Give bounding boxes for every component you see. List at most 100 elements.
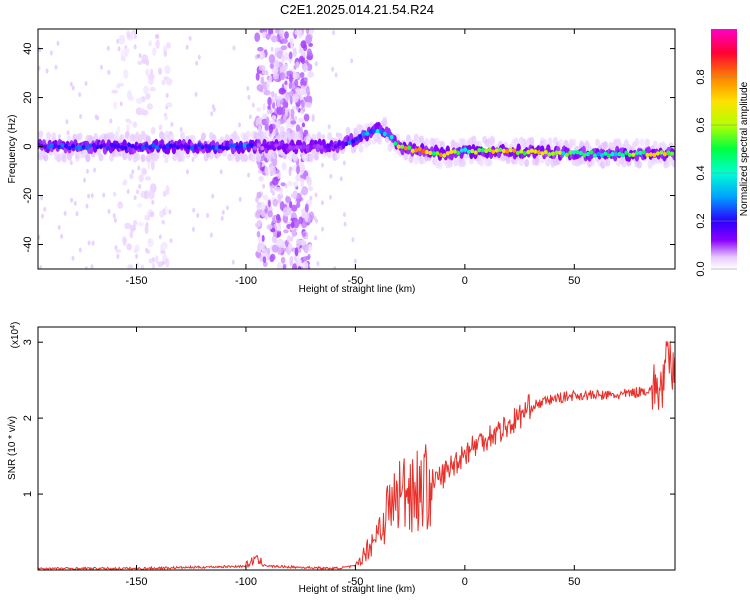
noise-band-blob — [112, 101, 118, 110]
noise-blob — [327, 124, 331, 130]
ridge-core — [214, 146, 219, 151]
ridge-core — [645, 152, 650, 158]
ridge-core — [592, 153, 597, 158]
ridge-core — [165, 143, 170, 148]
noise-band-blob — [285, 196, 291, 203]
noise-band-blob — [271, 115, 277, 121]
ridge-halo — [135, 152, 141, 161]
ridge-halo — [127, 153, 133, 162]
noise-band-blob — [164, 157, 169, 164]
noise-band-blob — [268, 54, 276, 64]
noise-band-blob — [294, 247, 299, 257]
noise-band-blob — [301, 100, 305, 108]
noise-band-blob — [274, 59, 280, 70]
ridge-halo — [169, 132, 175, 141]
noise-blob — [109, 118, 113, 124]
noise-band-blob — [292, 263, 297, 269]
ridge-core — [652, 152, 657, 158]
snr-xlabel: Height of straight line (km) — [299, 584, 416, 595]
snr-ticks: -150 -100 -50 0 50 1 2 3 — [22, 327, 675, 588]
ridge-core — [256, 143, 261, 148]
y-tick-label: 2 — [22, 415, 34, 421]
noise-band-blob — [256, 107, 262, 112]
ridge-core — [396, 144, 401, 149]
noise-band-blob — [305, 85, 310, 95]
noise-blob — [63, 210, 67, 216]
noise-band-blob — [275, 214, 281, 221]
noise-band-blob — [261, 235, 265, 242]
ridge-halo — [250, 154, 256, 163]
ridge-core — [190, 146, 195, 151]
ridge-core — [666, 150, 671, 155]
ridge-core — [459, 148, 464, 153]
noise-band-blob — [289, 255, 294, 266]
noise-blob — [197, 54, 201, 60]
noise-band-blob — [118, 34, 126, 45]
colorbar-tick-label: 0.4 — [695, 165, 707, 180]
noise-band-blob — [303, 77, 308, 82]
colorbar-tick-label: 0.0 — [695, 261, 707, 276]
ridge-core — [134, 145, 139, 150]
ridge-core — [389, 135, 394, 140]
noise-band-blob — [144, 176, 151, 181]
noise-blob — [212, 107, 216, 113]
noise-band-blob — [123, 179, 128, 186]
ridge-halo — [208, 151, 214, 160]
noise-blob — [79, 114, 83, 119]
noise-band-blob — [306, 48, 312, 56]
ridge-core — [361, 132, 366, 137]
noise-band-blob — [302, 261, 309, 269]
noise-band-blob — [288, 82, 293, 90]
ridge-core — [43, 144, 47, 149]
x-tick-label: -100 — [235, 275, 257, 287]
noise-band-blob — [165, 184, 170, 194]
noise-band-blob — [303, 244, 309, 254]
noise-blob — [87, 240, 91, 246]
ridge-halo — [313, 152, 319, 161]
noise-band-blob — [149, 211, 155, 218]
ridge-halo — [85, 153, 91, 162]
ridge-core — [305, 145, 310, 150]
ridge-core — [379, 129, 384, 134]
y-tick-label: 1 — [22, 491, 34, 497]
noise-blob — [314, 61, 318, 67]
ridge-halo — [245, 130, 251, 139]
noise-blob — [38, 65, 41, 71]
ridge-halo — [461, 159, 466, 167]
noise-band-blob — [157, 67, 163, 76]
ridge-core — [589, 150, 594, 155]
noise-band-blob — [260, 201, 266, 211]
noise-blob — [225, 205, 229, 211]
noise-blob — [138, 184, 142, 189]
noise-band-blob — [305, 255, 311, 261]
ridge-halo — [201, 132, 206, 141]
noise-band-blob — [133, 220, 138, 226]
ridge-halo — [358, 144, 364, 153]
noise-blob — [84, 266, 88, 269]
noise-band-blob — [265, 116, 270, 126]
noise-band-blob — [295, 238, 301, 249]
noise-band-blob — [292, 181, 299, 188]
noise-blob — [90, 193, 94, 199]
ridge-halo — [46, 131, 51, 140]
noise-band-blob — [279, 66, 286, 73]
noise-band-blob — [269, 165, 276, 176]
ridge-core — [344, 141, 349, 147]
ridge-halo — [437, 161, 443, 170]
ridge-halo — [98, 153, 104, 162]
noise-blob — [321, 134, 325, 140]
ridge-halo — [180, 131, 185, 140]
ridge-core — [529, 148, 534, 153]
noise-blob — [331, 66, 335, 72]
noise-band-blob — [141, 54, 149, 64]
ridge-core — [225, 146, 230, 151]
ridge-halo — [38, 130, 44, 139]
noise-band-blob — [274, 92, 278, 102]
noise-band-blob — [129, 173, 133, 180]
x-tick-label: -50 — [347, 576, 363, 588]
noise-band-blob — [148, 258, 154, 264]
ridge-core — [386, 132, 391, 138]
ridge-core — [470, 148, 475, 154]
ridge-core — [316, 143, 321, 149]
ridge-core — [417, 146, 422, 152]
